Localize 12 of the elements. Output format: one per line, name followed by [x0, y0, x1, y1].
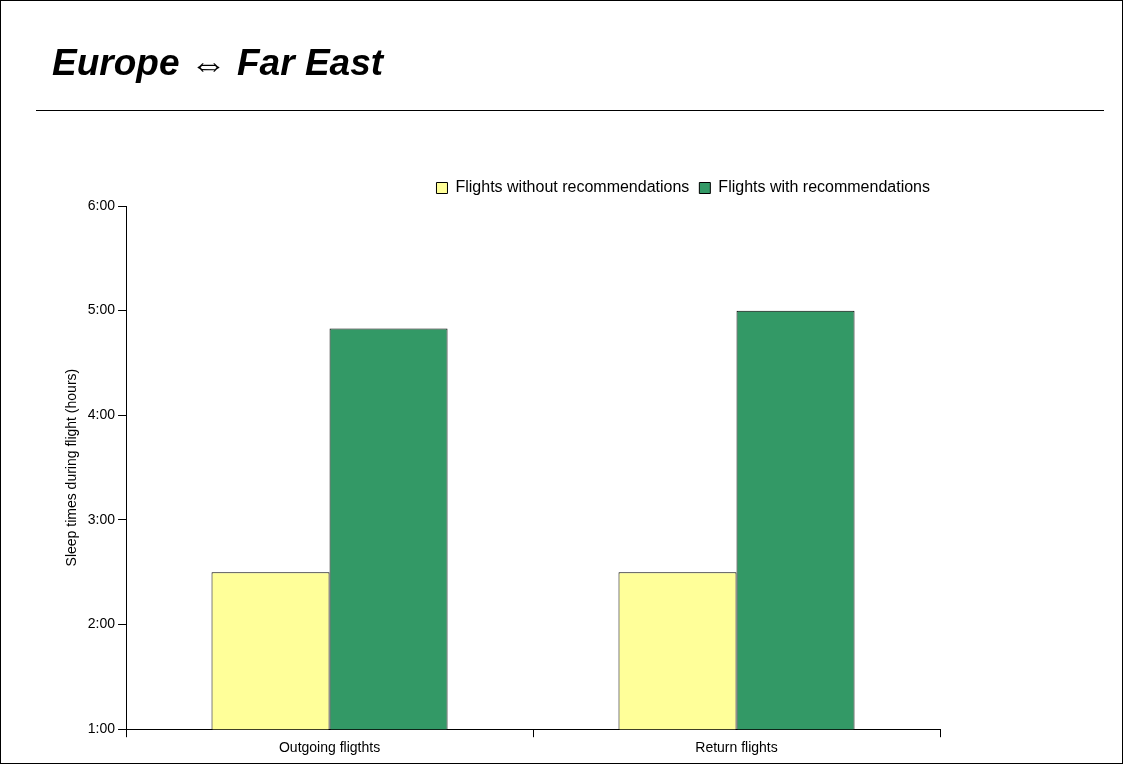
y-tick-label: 1:00 — [87, 720, 116, 737]
x-tick-label: Outgoing fligthts — [278, 739, 381, 756]
y-tick-label: 5:00 — [87, 301, 116, 318]
y-tick-label: 6:00 — [87, 196, 116, 213]
y-tick-label: 2:00 — [87, 615, 116, 632]
y-axis-title: Sleep times during flight (hours) — [63, 368, 80, 567]
legend-label: Flights without recommendations — [455, 178, 690, 196]
chart-title: Europe ⇔ Far East — [52, 42, 384, 84]
y-tick-label: 4:00 — [87, 406, 116, 423]
y-tick-label: 3:00 — [87, 510, 116, 527]
x-tick-label: Return flights — [695, 739, 778, 756]
legend-label: Flights with recommendations — [718, 178, 930, 196]
